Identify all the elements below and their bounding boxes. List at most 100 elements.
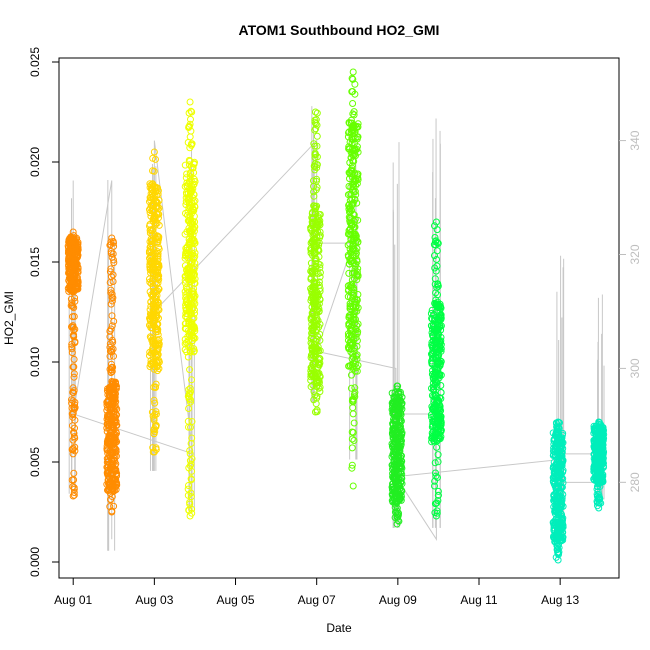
data-point (70, 355, 78, 363)
data-point (316, 269, 324, 277)
data-point (353, 322, 361, 330)
data-point (186, 98, 194, 106)
data-point (592, 469, 599, 476)
data-point (592, 476, 600, 484)
data-point (186, 343, 194, 351)
data-point (346, 338, 354, 346)
data-point (71, 257, 78, 265)
y2-tick-label: 340 (628, 130, 642, 150)
data-point (348, 435, 356, 443)
data-point (190, 347, 198, 355)
data-point (151, 399, 159, 407)
data-point (596, 495, 604, 503)
data-point (353, 367, 361, 375)
data-point (108, 234, 116, 242)
series-8 (549, 418, 608, 564)
data-point (598, 442, 606, 450)
data-point (68, 323, 76, 331)
data-point (594, 431, 602, 439)
data-point (186, 212, 194, 220)
data-point (388, 440, 396, 448)
data-point (347, 305, 355, 313)
data-point (437, 421, 445, 429)
data-point (310, 341, 318, 349)
data-point (550, 475, 558, 482)
data-point (354, 238, 362, 246)
data-point (316, 383, 324, 391)
data-point (151, 212, 159, 220)
data-point (434, 360, 442, 368)
data-point (344, 230, 352, 238)
data-point (350, 419, 358, 427)
data-point (111, 478, 119, 486)
data-point (316, 264, 324, 272)
data-point (348, 207, 356, 214)
x-tick-label: Aug 09 (379, 593, 417, 607)
data-point (431, 252, 438, 260)
data-point (182, 194, 190, 202)
data-point (150, 213, 158, 221)
data-point (429, 322, 437, 330)
data-point (184, 485, 192, 493)
data-point (597, 457, 605, 464)
data-point (553, 450, 561, 458)
data-point (307, 383, 315, 391)
data-point (68, 396, 75, 404)
data-point (150, 349, 158, 357)
data-point (312, 378, 320, 386)
data-point (558, 452, 566, 460)
data-point (68, 248, 76, 256)
data-point (550, 495, 558, 503)
y-tick-label: 0.000 (28, 547, 42, 577)
data-point (391, 488, 399, 496)
data-point (552, 441, 560, 449)
data-point (350, 126, 358, 134)
data-point (108, 508, 116, 516)
data-point (431, 500, 439, 508)
data-point (110, 414, 118, 422)
data-point (351, 388, 359, 396)
data-point (592, 467, 600, 475)
data-point (71, 294, 79, 302)
data-point (437, 382, 445, 389)
data-point (431, 392, 439, 399)
data-point (108, 312, 116, 320)
data-point (434, 325, 442, 333)
series-7 (427, 218, 445, 520)
data-point (554, 418, 562, 426)
data-point (181, 262, 189, 270)
data-point (186, 457, 194, 465)
data-point (311, 142, 319, 150)
data-point (191, 252, 199, 260)
data-point (312, 221, 320, 229)
data-point (350, 157, 358, 165)
data-point (186, 220, 194, 228)
data-point (432, 218, 440, 226)
data-point (70, 489, 78, 496)
data-point (349, 482, 357, 490)
data-point (348, 464, 356, 472)
data-point (150, 316, 158, 324)
point-cluster (590, 418, 608, 512)
data-point (347, 213, 355, 221)
data-point (185, 122, 193, 130)
data-point (312, 343, 320, 351)
data-point (433, 474, 441, 481)
data-point (150, 430, 158, 438)
data-point (69, 363, 77, 371)
data-point (186, 327, 194, 335)
x-tick-label: Aug 11 (460, 593, 497, 607)
data-point (316, 359, 324, 367)
data-point (188, 455, 196, 463)
data-point (348, 139, 356, 147)
data-point (109, 427, 117, 435)
data-point (435, 363, 443, 371)
data-point (433, 256, 440, 263)
data-point (74, 268, 82, 276)
data-point (67, 243, 75, 251)
data-point (148, 277, 156, 285)
data-point (590, 426, 598, 434)
data-point (186, 189, 194, 197)
data-point (182, 283, 190, 291)
data-point (346, 245, 354, 253)
